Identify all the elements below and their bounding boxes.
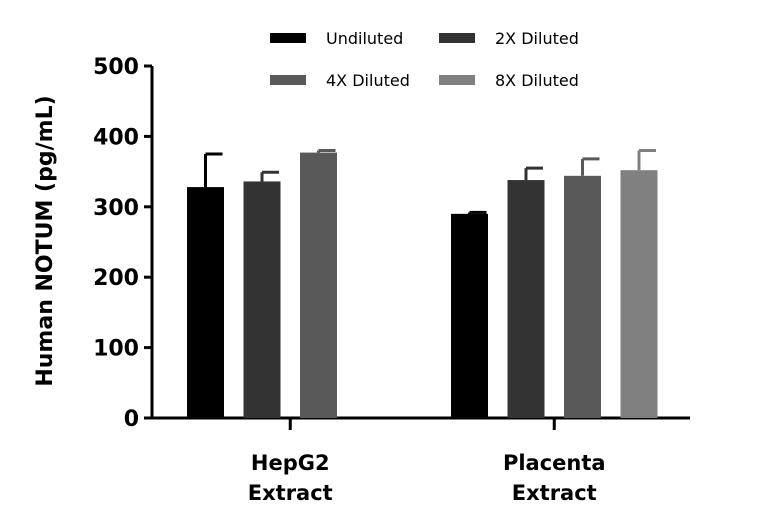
legend-label: 8X Diluted (495, 71, 579, 90)
y-tick-label: 200 (93, 266, 139, 291)
bar (620, 170, 658, 418)
y-axis-title: Human NOTUM (pg/mL) (33, 95, 58, 386)
legend-swatch (270, 33, 306, 43)
x-category-label: Extract (512, 481, 597, 505)
y-tick-label: 400 (93, 125, 139, 150)
bar (243, 181, 281, 418)
legend: Undiluted 2X Diluted 4X Diluted 8X Diluted (270, 29, 579, 90)
bar (451, 213, 488, 418)
legend-label: 4X Diluted (326, 71, 410, 90)
x-category-label: Extract (248, 481, 333, 505)
bars (187, 148, 658, 419)
bar (300, 152, 337, 419)
legend-swatch (270, 75, 306, 85)
y-tick-label: 0 (124, 407, 139, 432)
bar (507, 180, 545, 418)
bar (564, 175, 601, 418)
y-ticks: 0 100 200 300 400 500 (93, 55, 152, 432)
legend-swatch (439, 33, 475, 43)
legend-label: 2X Diluted (495, 29, 579, 48)
x-categories: HepG2 Extract Placenta Extract (248, 418, 606, 505)
legend-swatch (439, 75, 475, 85)
x-category-label: Placenta (503, 451, 606, 475)
y-tick-label: 500 (93, 55, 139, 80)
x-category-label: HepG2 (251, 451, 330, 475)
y-tick-label: 100 (93, 337, 139, 362)
y-tick-label: 300 (93, 196, 139, 221)
bar (187, 187, 224, 418)
legend-label: Undiluted (326, 29, 403, 48)
